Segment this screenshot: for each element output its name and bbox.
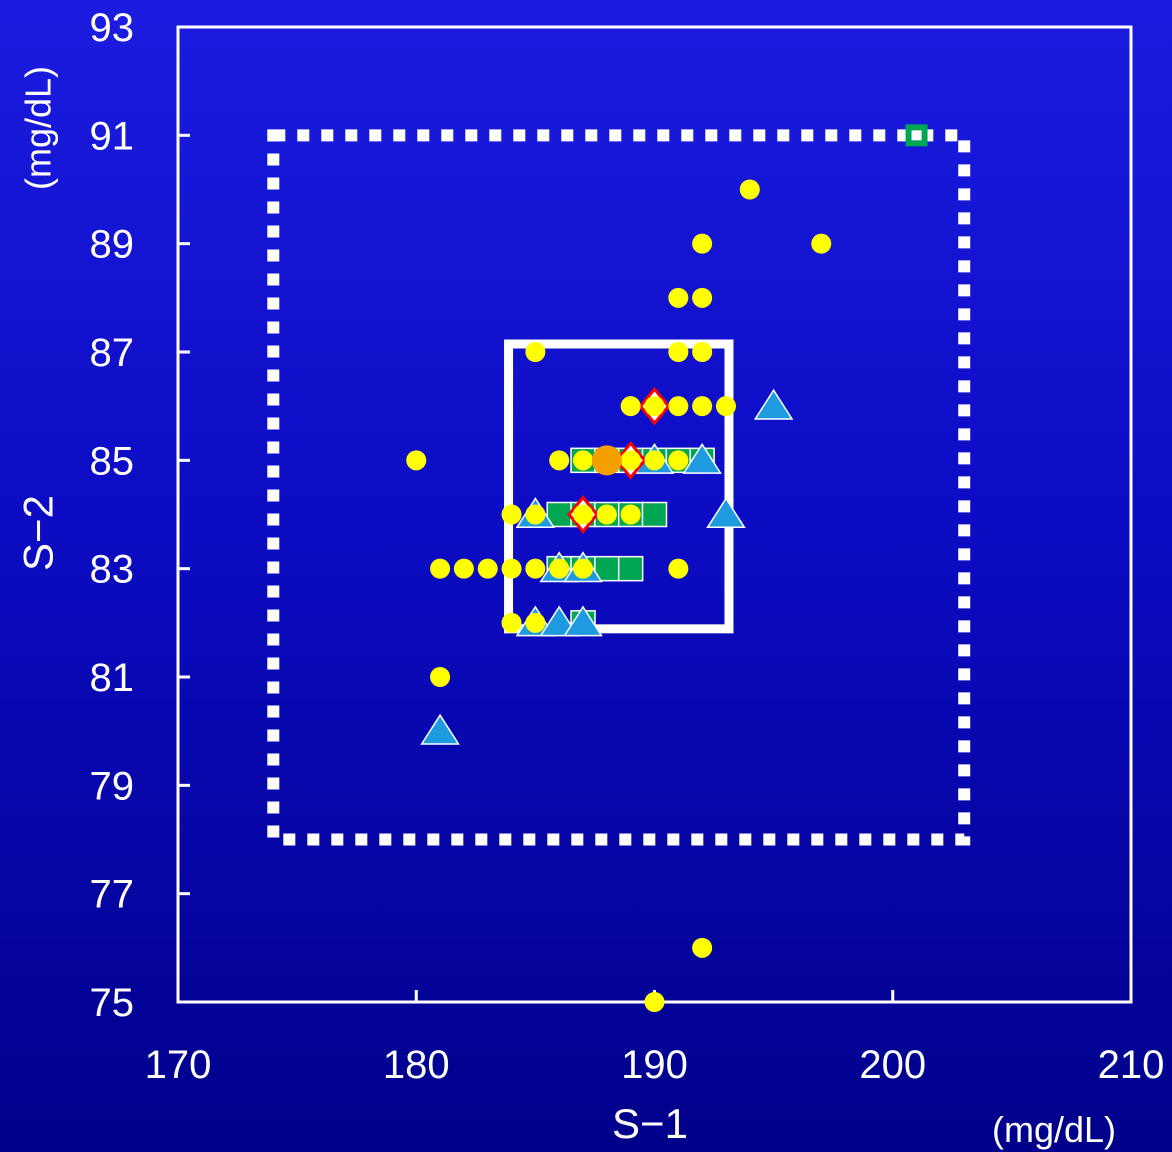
circle-marker [477, 558, 498, 579]
circle-marker [668, 396, 689, 417]
outer-range-box-dotted [267, 129, 971, 846]
x-tick-label: 200 [859, 1043, 926, 1087]
range-boxes [267, 129, 971, 846]
circle-marker [525, 558, 546, 579]
y-tick-label: 81 [90, 656, 135, 700]
circle-marker [692, 233, 713, 254]
y-tick-label: 75 [90, 981, 135, 1025]
circle-marker [692, 287, 713, 308]
x-tick-label: 180 [383, 1043, 450, 1087]
circle-marker [692, 342, 713, 362]
circle-marker [501, 612, 522, 633]
y-tick-label: 91 [90, 114, 135, 158]
circle-marker [668, 287, 689, 308]
circle-marker [668, 558, 689, 579]
circle-marker [739, 179, 760, 200]
triangle-marker [563, 605, 603, 637]
circle-marker [573, 558, 594, 579]
y-axis-unit: (mg/dL) [18, 66, 59, 190]
circle-marker [549, 450, 570, 471]
circle-marker [430, 667, 451, 687]
circle-marker [620, 504, 641, 525]
circle-marker [692, 937, 713, 958]
x-tick-label: 210 [1098, 1043, 1165, 1087]
data-points [406, 124, 928, 1012]
inner-range-box-solid [504, 339, 734, 634]
circle-marker [668, 342, 689, 362]
circle-marker [668, 450, 689, 471]
circle-marker [692, 396, 713, 417]
y-tick-label: 77 [90, 873, 135, 917]
square-marker [617, 555, 644, 582]
y-tick-label: 83 [90, 548, 135, 592]
y-tick-label: 87 [90, 331, 135, 375]
y-tick-label: 79 [90, 764, 135, 808]
circle-marker [525, 612, 546, 633]
circle-marker [501, 558, 522, 579]
circle-marker [573, 504, 594, 525]
circle-marker [620, 396, 641, 417]
y-tick-label: 89 [90, 223, 135, 267]
circle-marker [644, 396, 665, 417]
circle-marker [525, 504, 546, 525]
circle-marker [453, 558, 474, 579]
x-axis-unit: (mg/dL) [992, 1109, 1116, 1150]
circle-marker [596, 504, 617, 525]
triangle-marker [420, 713, 460, 745]
circle-marker [430, 558, 451, 579]
circle-marker [549, 558, 570, 579]
tick-marks [176, 25, 1133, 1004]
x-axis-label: S−1 [612, 1100, 688, 1147]
triangle-marker [682, 442, 722, 474]
circle-marker [620, 450, 641, 471]
triangle-marker [753, 388, 794, 420]
circle-marker [715, 396, 736, 417]
circle-marker [644, 992, 665, 1012]
mean-circle-marker [591, 445, 622, 476]
y-tick-label: 85 [90, 439, 135, 483]
y-axis-label: S−2 [15, 495, 62, 571]
circle-marker [525, 342, 546, 362]
circle-marker [573, 450, 594, 471]
x-tick-label: 190 [621, 1043, 688, 1087]
y-tick-label: 93 [90, 6, 135, 50]
circle-marker [644, 450, 665, 471]
x-tick-label: 170 [145, 1043, 212, 1087]
circle-marker [406, 450, 427, 471]
triangle-marker [706, 497, 746, 529]
square-marker [641, 501, 668, 528]
circle-marker [501, 504, 522, 525]
square-marker-center [911, 130, 922, 141]
tick-labels: 170 180 190 200 210 75 77 79 81 83 85 87 89 91 93 [90, 6, 1165, 1087]
circle-marker [811, 233, 832, 254]
